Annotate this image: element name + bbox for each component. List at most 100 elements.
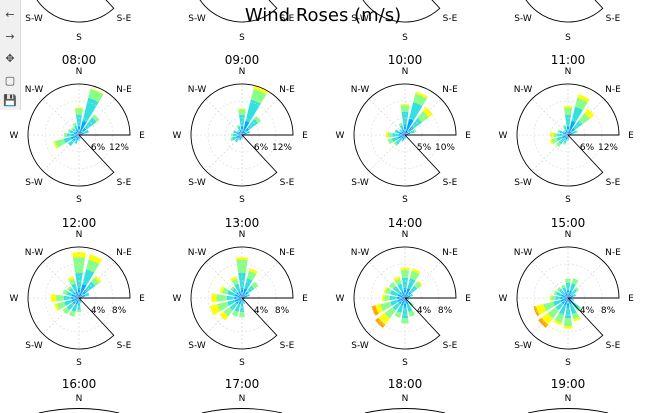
wind-bar (562, 287, 567, 293)
wind-rose-1100: 11:00N N-E E S-E S S-W W N-W 6% 12% (499, 53, 635, 205)
top-row-partial-panels: S-W S-E S S-W S-E S S-W S-E S S-W S-E S (25, 0, 621, 43)
forward-icon[interactable]: → (5, 30, 15, 43)
wind-bar (71, 283, 78, 292)
wind-bar (64, 299, 73, 306)
wind-bar (385, 287, 392, 295)
wind-bar (551, 137, 559, 144)
wind-bar (92, 114, 100, 122)
compass-n: N (565, 67, 572, 77)
radial-tick: 12% (598, 143, 618, 153)
wind-bar (246, 293, 250, 297)
wind-bar (74, 107, 84, 109)
wind-bar (239, 135, 242, 139)
wind-bar (239, 114, 245, 126)
grid-spoke (567, 261, 605, 299)
wind-bar (563, 139, 567, 144)
rose-outline (353, 246, 457, 350)
wind-bar (390, 290, 399, 297)
wind-bar (67, 276, 75, 281)
compass-se: S-E (443, 14, 458, 24)
compass-se: S-E (280, 341, 295, 351)
wind-bar (229, 137, 233, 142)
wind-bar (238, 299, 242, 305)
radial-tick: 12% (272, 143, 292, 153)
wind-bar (75, 108, 83, 116)
grid-spoke (368, 261, 406, 299)
compass-w: W (336, 131, 345, 141)
wind-bar (71, 294, 77, 298)
wind-bar (235, 135, 241, 139)
compass-se: S-E (117, 14, 132, 24)
grid-spoke (531, 297, 569, 335)
compass-nw: N-W (514, 248, 533, 258)
wind-bar (563, 107, 573, 116)
compass-se: S-E (606, 341, 621, 351)
back-icon[interactable]: ← (5, 8, 15, 21)
panel-title: 16:00 (62, 377, 97, 391)
wind-bar (568, 299, 572, 305)
wind-bar (54, 138, 66, 148)
grid-spoke (241, 98, 279, 136)
compass-ne: N-E (605, 85, 621, 95)
wind-bar (380, 301, 392, 312)
compass-s: S (402, 33, 408, 43)
bottom-row-partial-panels: 16:00 N 17:00 N 18:00 N 19:00 N (38, 377, 609, 413)
wind-bar (236, 132, 241, 135)
wind-bar (578, 113, 590, 125)
wind-bar (584, 108, 595, 119)
compass-e: E (465, 131, 471, 141)
compass-se: S-E (606, 178, 621, 188)
wind-bar (76, 135, 79, 141)
wind-bar (79, 298, 82, 300)
zoom-icon[interactable]: ▢ (4, 74, 16, 87)
compass-se: S-E (606, 14, 621, 24)
wind-bar (405, 298, 408, 300)
panel-title: 18:00 (388, 377, 423, 391)
wind-bar (234, 298, 240, 302)
wind-bar (403, 300, 407, 309)
wind-bar (415, 91, 428, 99)
wind-bar (79, 137, 81, 139)
wind-bar (79, 284, 87, 295)
rose-outline (516, 83, 620, 187)
compass-n: N (239, 394, 246, 404)
wind-bar (246, 270, 257, 281)
wind-bar (73, 125, 78, 130)
compass-sw: S-W (25, 341, 43, 351)
radial-tick: 8% (112, 306, 127, 316)
wind-bar (88, 254, 103, 264)
wind-bar (388, 132, 393, 138)
wind-bar (408, 310, 415, 317)
save-icon[interactable]: 💾 (3, 94, 17, 107)
wind-bar (79, 298, 81, 302)
compass-s: S (402, 358, 408, 368)
wind-bar (88, 89, 104, 103)
wind-bar (227, 290, 236, 297)
compass-w: W (10, 294, 19, 304)
compass-s: S (239, 358, 245, 368)
wind-bar (562, 124, 566, 128)
grid-spoke (531, 134, 569, 172)
wind-bar (549, 139, 554, 145)
wind-bar (251, 281, 259, 289)
figure-toolbar: ← → ✥ ▢ 💾 (0, 0, 21, 110)
wind-bar (569, 295, 574, 298)
wind-bar (394, 311, 402, 318)
panel-title: 19:00 (551, 377, 586, 391)
wind-bar (242, 301, 246, 304)
wind-bar (73, 132, 78, 135)
wind-bar (54, 303, 60, 312)
wind-bar (79, 132, 84, 135)
wind-bar (231, 278, 239, 286)
wind-bar (77, 287, 81, 296)
wind-bar (72, 122, 77, 127)
wind-bar (242, 298, 245, 300)
grid-spoke (42, 98, 80, 136)
wind-bar (406, 132, 411, 135)
compass-ne: N-E (279, 248, 295, 258)
wind-bar (538, 317, 549, 328)
pan-icon[interactable]: ✥ (5, 52, 15, 65)
wind-bar (83, 129, 89, 134)
wind-bar (558, 304, 567, 316)
radial-tick: 8% (275, 306, 290, 316)
